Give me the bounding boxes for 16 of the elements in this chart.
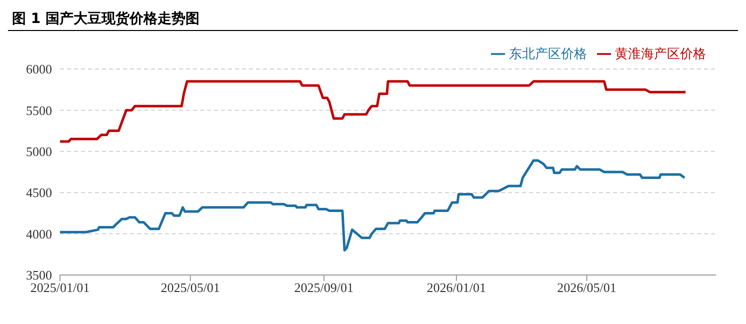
- y-tick-label: 6000: [26, 62, 52, 77]
- legend-label: 黄淮海产区价格: [615, 47, 706, 62]
- line-series: [60, 159, 686, 252]
- y-tick-label: 3500: [26, 268, 52, 283]
- y-tick-label: 4000: [26, 226, 52, 242]
- y-tick-label: 4500: [26, 185, 52, 200]
- y-tick-label: 5000: [26, 144, 52, 160]
- line-series: [60, 80, 687, 143]
- legend-label: 东北产区价格: [509, 47, 587, 62]
- x-tick-label: 2025/01/01: [30, 280, 90, 296]
- y-tick-label: 5500: [26, 102, 52, 118]
- x-tick-label: 2025/09/01: [294, 280, 354, 296]
- x-tick-label: 2026/01/01: [426, 280, 486, 296]
- x-tick-label: 2026/05/01: [557, 280, 616, 296]
- chart-title: 图 1 国产大豆现货价格走势图: [8, 8, 738, 31]
- x-tick-label: 2025/05/01: [160, 280, 220, 296]
